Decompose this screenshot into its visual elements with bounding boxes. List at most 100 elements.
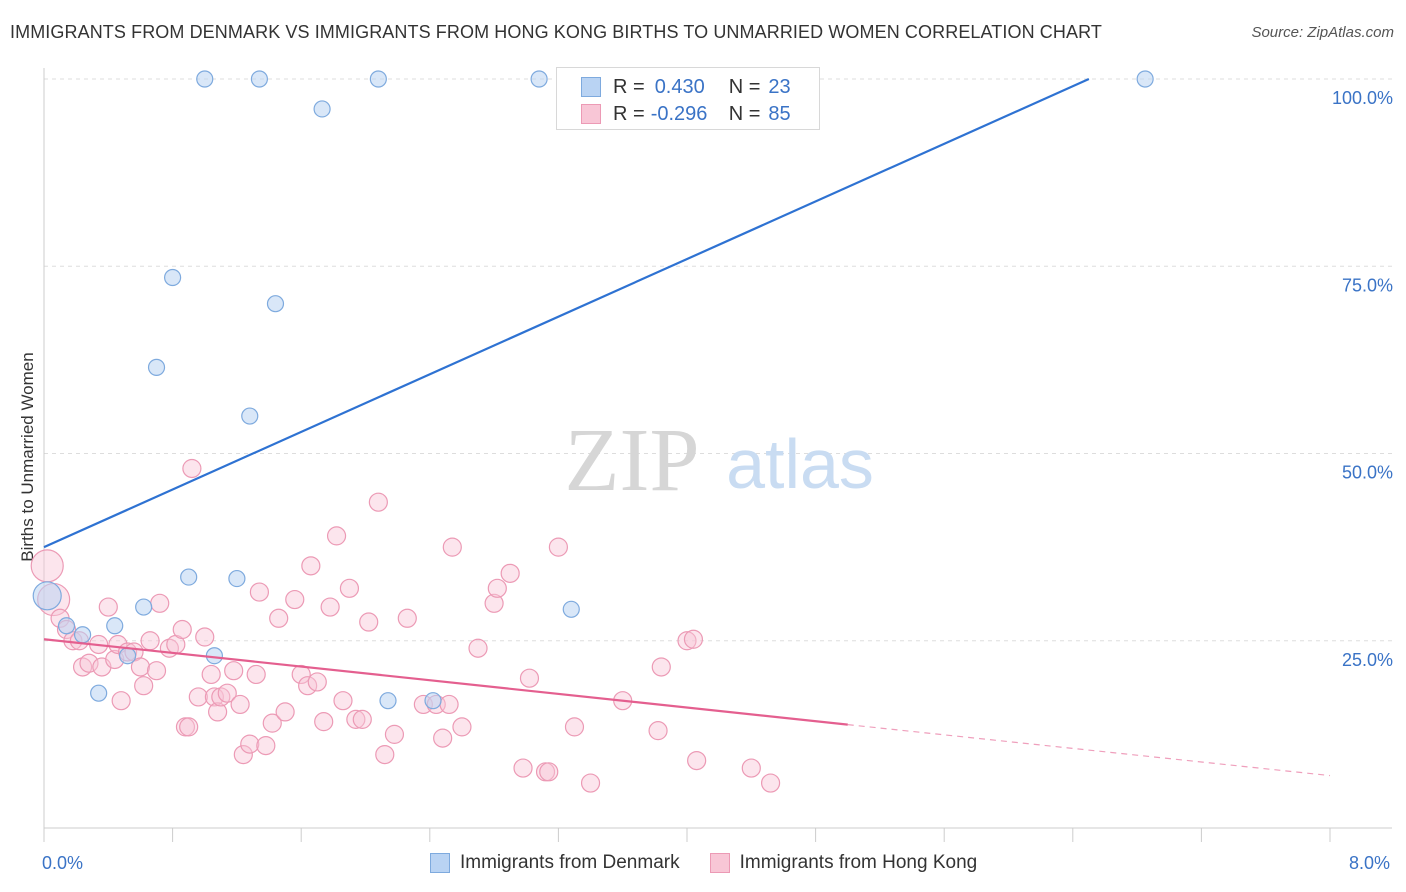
hongkong-point: [677, 631, 697, 651]
hongkong-point: [140, 631, 160, 651]
hongkong-point: [539, 762, 559, 782]
denmark-point: [32, 581, 62, 611]
series-legend: Immigrants from Denmark Immigrants from …: [430, 852, 1007, 874]
hongkong-point: [314, 712, 334, 732]
hongkong-point: [307, 672, 327, 692]
hongkong-point: [208, 702, 228, 722]
denmark-point: [90, 684, 108, 702]
denmark-point: [164, 268, 182, 287]
n-label: N =: [728, 75, 761, 98]
hongkong-point: [439, 694, 459, 715]
hongkong-point: [468, 638, 488, 658]
hongkong-point: [301, 556, 321, 576]
hongkong-point: [487, 578, 507, 598]
axes: [43, 68, 1392, 842]
denmark-point: [73, 626, 92, 644]
correlation-legend: R = 0.430 N = 23 R = -0.296 N = 85: [556, 67, 820, 130]
denmark-point: [135, 598, 153, 616]
y-tick-label: 25.0%: [1342, 650, 1393, 670]
denmark-point: [106, 617, 124, 635]
hongkong-point: [146, 661, 167, 681]
grid-lines: [44, 78, 1392, 642]
hongkong-r-value: -0.296: [650, 102, 708, 125]
legend-item-denmark: Immigrants from Denmark: [430, 852, 680, 874]
hongkong-point: [548, 537, 569, 557]
denmark-point: [530, 70, 548, 88]
hongkong-point: [513, 758, 533, 778]
denmark-trend-line: [43, 77, 1090, 549]
denmark-legend-label: Immigrants from Denmark: [460, 852, 680, 873]
hongkong-point: [384, 724, 405, 744]
denmark-n-value: 23: [768, 75, 791, 98]
hongkong-point: [484, 593, 504, 613]
hongkong-point: [359, 612, 379, 632]
hongkong-point: [442, 537, 462, 557]
y-tick-labels: 25.0% 50.0% 75.0% 100.0%: [1332, 88, 1393, 670]
hongkong-point: [298, 676, 318, 696]
hongkong-point: [172, 619, 192, 640]
hongkong-point: [326, 526, 347, 546]
hongkong-point: [651, 657, 671, 677]
watermark-zip: ZIP: [565, 411, 700, 510]
hongkong-point: [217, 683, 237, 703]
hongkong-point: [333, 691, 353, 711]
denmark-point: [228, 569, 246, 588]
source-credit: Source: ZipAtlas.com: [1251, 24, 1394, 41]
denmark-point: [196, 70, 214, 88]
hongkong-point: [150, 593, 170, 613]
denmark-points: [32, 70, 1154, 710]
hongkong-point: [564, 717, 585, 737]
legend-row-hongkong: R = -0.296 N = 85: [581, 101, 791, 127]
hongkong-point: [580, 773, 601, 793]
n-label: N =: [728, 102, 761, 125]
hongkong-point: [98, 597, 118, 617]
hongkong-point: [352, 709, 372, 729]
denmark-r-value: 0.430: [654, 75, 705, 98]
legend-row-denmark: R = 0.430 N = 23: [581, 74, 791, 100]
denmark-point: [1136, 70, 1154, 88]
hongkong-n-value: 85: [768, 102, 791, 125]
hongkong-point: [249, 582, 270, 602]
denmark-point: [147, 358, 166, 376]
hongkong-point: [204, 687, 224, 707]
chart-title: IMMIGRANTS FROM DENMARK VS IMMIGRANTS FR…: [10, 22, 1102, 42]
hongkong-trend-line: [43, 638, 848, 726]
denmark-legend-swatch: [430, 853, 450, 873]
hongkong-point: [134, 676, 154, 696]
hongkong-point: [375, 744, 395, 765]
denmark-point: [241, 407, 259, 425]
hongkong-point: [233, 744, 253, 765]
hongkong-point: [179, 717, 199, 737]
watermark-atlas: atlas: [726, 425, 874, 503]
hongkong-point: [130, 657, 151, 677]
hongkong-point: [262, 713, 282, 733]
hongkong-point: [188, 687, 208, 707]
hongkong-point: [275, 702, 295, 722]
denmark-point: [562, 600, 580, 618]
denmark-point: [369, 70, 387, 88]
hongkong-swatch: [581, 104, 601, 124]
hongkong-point: [240, 734, 260, 754]
hongkong-point: [201, 664, 221, 685]
hongkong-legend-swatch: [709, 853, 730, 873]
hongkong-point: [291, 664, 311, 685]
hongkong-point: [285, 589, 305, 610]
hongkong-point: [433, 728, 453, 748]
hongkong-point: [687, 750, 707, 771]
denmark-swatch: [581, 77, 601, 97]
hongkong-point: [339, 578, 360, 598]
hongkong-point: [500, 563, 520, 583]
hongkong-point: [182, 458, 202, 479]
hongkong-point: [320, 597, 340, 617]
hongkong-point: [346, 709, 366, 729]
x-tick-label-min: 0.0%: [42, 853, 84, 873]
hongkong-point: [368, 492, 388, 512]
y-tick-label: 100.0%: [1332, 88, 1393, 108]
denmark-point: [266, 295, 285, 313]
hongkong-point: [269, 608, 289, 628]
hongkong-point: [246, 664, 266, 685]
denmark-point: [379, 692, 397, 710]
hongkong-point: [741, 758, 761, 778]
hongkong-point: [452, 717, 472, 737]
